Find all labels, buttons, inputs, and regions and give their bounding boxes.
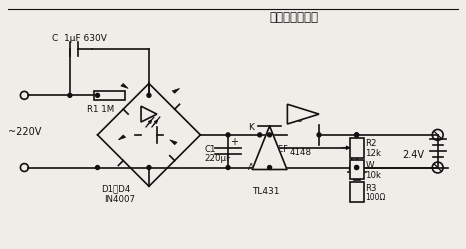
Bar [350, 138, 363, 158]
Text: TL431: TL431 [252, 187, 279, 196]
Circle shape [147, 166, 151, 170]
Circle shape [68, 93, 72, 97]
Bar [350, 160, 363, 179]
Circle shape [258, 133, 262, 137]
Text: A: A [247, 163, 254, 172]
Text: REF: REF [273, 145, 288, 154]
Polygon shape [170, 140, 177, 145]
Polygon shape [252, 126, 287, 170]
Text: +: + [230, 137, 238, 147]
Circle shape [355, 166, 358, 170]
Text: 100Ω: 100Ω [365, 193, 386, 202]
Text: IN4007: IN4007 [104, 195, 136, 204]
Text: R3: R3 [365, 184, 377, 193]
Text: C  1μF 630V: C 1μF 630V [52, 34, 107, 44]
Circle shape [226, 133, 230, 137]
Bar [94, 91, 125, 100]
Text: W: W [365, 161, 374, 170]
Text: D5: D5 [291, 115, 303, 124]
Polygon shape [172, 88, 179, 93]
Circle shape [267, 166, 272, 170]
Text: 12k: 12k [365, 149, 382, 158]
Circle shape [355, 133, 358, 137]
Circle shape [147, 93, 151, 97]
Text: R2: R2 [365, 139, 377, 148]
Polygon shape [118, 135, 126, 140]
Circle shape [267, 133, 272, 137]
Text: 2.4V: 2.4V [402, 150, 424, 160]
Text: K: K [248, 124, 254, 132]
Text: C1: C1 [204, 145, 216, 154]
Text: 220μF: 220μF [204, 154, 231, 163]
Polygon shape [121, 83, 128, 88]
Circle shape [355, 166, 358, 170]
Text: R1 1M: R1 1M [87, 105, 114, 114]
Circle shape [96, 93, 100, 97]
Text: D1～D4: D1～D4 [102, 185, 131, 194]
Text: 镍镁电池充电器: 镍镁电池充电器 [270, 11, 319, 24]
Text: 4148: 4148 [289, 148, 311, 157]
Text: 10k: 10k [365, 171, 382, 180]
Circle shape [96, 166, 100, 170]
Polygon shape [288, 104, 319, 124]
Circle shape [355, 133, 358, 137]
Text: ~220V: ~220V [7, 127, 41, 137]
Circle shape [317, 133, 321, 137]
Polygon shape [141, 106, 157, 122]
Circle shape [226, 166, 230, 170]
Bar [350, 182, 363, 202]
